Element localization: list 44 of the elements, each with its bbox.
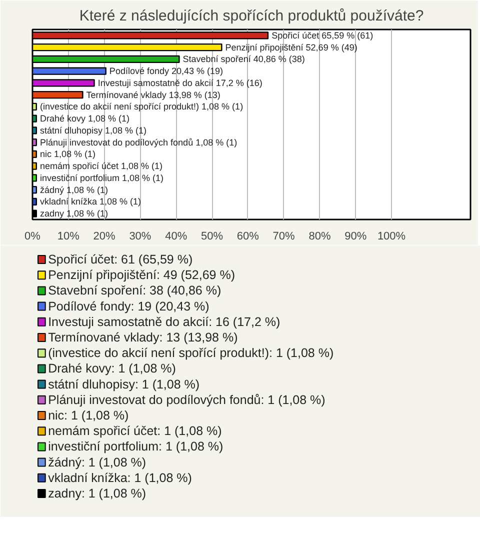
legend-label: (investice do akcií není spořící produkt!): 1 (1,08 %) xyxy=(48,346,334,360)
data-label: státní dluhopisy 1,08 % (1) xyxy=(40,125,147,136)
x-tick-label: 90% xyxy=(344,230,367,242)
chart-title: Které z následujících spořících produktů používáte? xyxy=(79,8,424,24)
legend-label: zadny: 1 (1,08 %) xyxy=(48,486,146,500)
data-label: Penzijní připojištění 52,69 % (49) xyxy=(225,42,358,52)
x-tick-label: 0% xyxy=(24,230,41,242)
legend-label: nemám spořicí účet: 1 (1,08 %) xyxy=(48,424,222,438)
legend-label: Spořicí účet: 61 (65,59 %) xyxy=(48,252,193,266)
legend-label: žádný: 1 (1,08 %) xyxy=(48,455,146,470)
x-tick-label: 50% xyxy=(201,230,224,242)
data-label: Drahé kovy 1,08 % (1) xyxy=(40,114,130,124)
x-tick-label: 70% xyxy=(272,230,296,242)
legend-label: státní dluhopisy: 1 (1,08 %) xyxy=(48,377,200,392)
legend-label: Drahé kovy: 1 (1,08 %) xyxy=(48,362,176,376)
data-label: Plánuji investovat do podílových fondů 1,08 % (1) xyxy=(40,137,238,148)
data-label: Podílové fondy 20,43 % (19) xyxy=(109,66,224,76)
legend-label: investiční portfolium: 1 (1,08 %) xyxy=(48,440,224,454)
data-label: Spořicí účet 65,59 % (61) xyxy=(272,30,374,40)
data-label: žádný 1,08 % (1) xyxy=(40,184,108,195)
data-label: nemám spořicí účet 1,08 % (1) xyxy=(40,161,163,172)
x-tick-label: 20% xyxy=(93,230,116,242)
data-label: nic 1,08 % (1) xyxy=(40,149,96,160)
x-tick-label: 30% xyxy=(129,230,152,242)
data-label: zadny 1,08 % (1) xyxy=(40,208,108,219)
legend-label: Stavební spoření: 38 (40,86 %) xyxy=(48,284,222,298)
data-label: (investice do akcií není spořící produkt!) 1,08 % (1) xyxy=(40,102,244,112)
legend-label: Podílové fondy: 19 (20,43 %) xyxy=(48,299,210,314)
data-label: Termínované vklady 13,98 % (13) xyxy=(86,90,220,100)
legend-label: Plánuji investovat do podílových fondů: 1 (1,08 %) xyxy=(48,392,326,407)
x-tick-label: 100% xyxy=(377,230,406,242)
data-label: investiční portfolium 1,08 % (1) xyxy=(40,172,164,183)
legend-label: Termínované vklady: 13 (13,98 %) xyxy=(48,330,238,344)
x-tick-label: 40% xyxy=(165,230,188,242)
legend-label: nic: 1 (1,08 %) xyxy=(48,408,129,422)
x-tick-label: 10% xyxy=(57,230,80,242)
legend-label: Penzijní připojištění: 49 (52,69 %) xyxy=(48,268,236,282)
data-label: Stavební spoření 40,86 % (38) xyxy=(182,54,305,64)
data-label: Investuji samostatně do akcií 17,2 % (16) xyxy=(98,78,262,88)
x-tick-label: 80% xyxy=(308,230,331,242)
x-tick-label: 60% xyxy=(236,230,260,242)
legend-label: Investuji samostatně do akcií: 16 (17,2 %) xyxy=(48,314,280,329)
legend-label: vkladní knížka: 1 (1,08 %) xyxy=(48,470,192,485)
data-label: vkladní knížka 1,08 % (1) xyxy=(40,196,142,207)
